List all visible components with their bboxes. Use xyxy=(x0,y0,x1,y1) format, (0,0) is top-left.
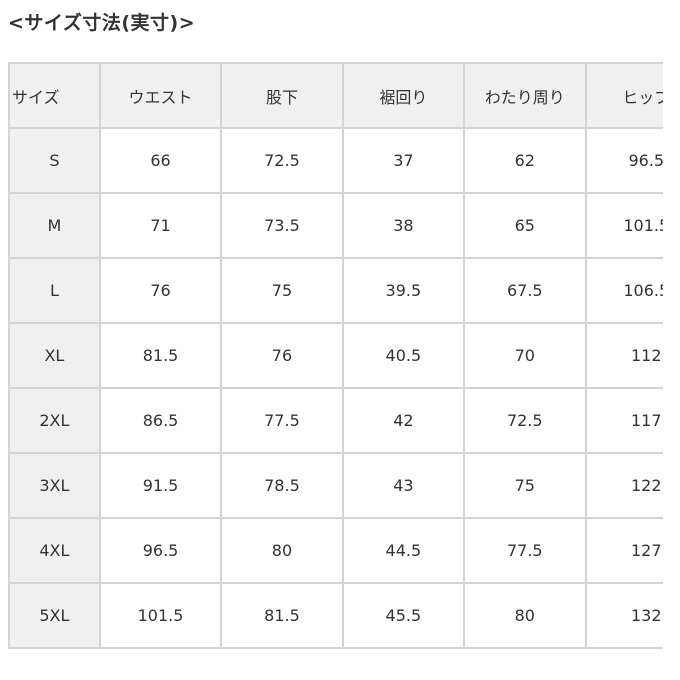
table-header-row: サイズウエスト股下裾回りわたり周りヒップ xyxy=(8,62,663,129)
measurement-cell: 101.5 xyxy=(98,582,223,649)
measurement-cell: 75 xyxy=(463,452,587,519)
column-header: 裾回り xyxy=(341,62,466,129)
measurement-cell: 71 xyxy=(98,192,223,259)
measurement-cell: 67.5 xyxy=(463,257,587,324)
size-label-cell: S xyxy=(8,127,101,194)
measurement-cell: 86.5 xyxy=(98,387,223,454)
measurement-cell: 70 xyxy=(463,322,587,389)
measurement-cell: 72.5 xyxy=(463,387,587,454)
measurement-cell: 132 xyxy=(584,582,663,649)
measurement-cell: 81.5 xyxy=(220,582,344,649)
size-label-cell: 3XL xyxy=(8,452,101,519)
measurement-cell: 91.5 xyxy=(98,452,223,519)
measurement-cell: 65 xyxy=(463,192,587,259)
column-header: ウエスト xyxy=(98,62,223,129)
table-row: 5XL 101.5 81.5 45.5 80 132 xyxy=(8,582,663,649)
measurement-cell: 44.5 xyxy=(341,517,466,584)
measurement-cell: 78.5 xyxy=(220,452,344,519)
measurement-cell: 45.5 xyxy=(341,582,466,649)
measurement-cell: 80 xyxy=(220,517,344,584)
measurement-cell: 38 xyxy=(341,192,466,259)
size-label-cell: 4XL xyxy=(8,517,101,584)
table-row: 4XL 96.5 80 44.5 77.5 127 xyxy=(8,517,663,584)
measurement-cell: 42 xyxy=(341,387,466,454)
measurement-cell: 127 xyxy=(584,517,663,584)
measurement-cell: 43 xyxy=(341,452,466,519)
measurement-cell: 73.5 xyxy=(220,192,344,259)
column-header: 股下 xyxy=(220,62,344,129)
measurement-cell: 62 xyxy=(463,127,587,194)
measurement-cell: 76 xyxy=(220,322,344,389)
column-header: ヒップ xyxy=(584,62,663,129)
table-row: S 66 72.5 37 62 96.5 xyxy=(8,127,663,194)
measurement-cell: 117 xyxy=(584,387,663,454)
measurement-cell: 96.5 xyxy=(584,127,663,194)
measurement-cell: 122 xyxy=(584,452,663,519)
measurement-cell: 106.5 xyxy=(584,257,663,324)
measurement-cell: 81.5 xyxy=(98,322,223,389)
size-label-cell: L xyxy=(8,257,101,324)
measurement-cell: 80 xyxy=(463,582,587,649)
column-header: わたり周り xyxy=(463,62,587,129)
measurement-cell: 77.5 xyxy=(463,517,587,584)
table-row: 2XL 86.5 77.5 42 72.5 117 xyxy=(8,387,663,454)
size-label-cell: 2XL xyxy=(8,387,101,454)
size-table-container: サイズウエスト股下裾回りわたり周りヒップ S6672.5376296.5M717… xyxy=(8,62,663,649)
size-label-cell: 5XL xyxy=(8,582,101,649)
measurement-cell: 101.5 xyxy=(584,192,663,259)
size-label-cell: XL xyxy=(8,322,101,389)
column-header: サイズ xyxy=(8,62,101,129)
measurement-cell: 77.5 xyxy=(220,387,344,454)
measurement-cell: 96.5 xyxy=(98,517,223,584)
page-title: <サイズ寸法(実寸)> xyxy=(8,12,196,34)
measurement-cell: 37 xyxy=(341,127,466,194)
table-row: XL 81.5 76 40.5 70 112 xyxy=(8,322,663,389)
measurement-cell: 75 xyxy=(220,257,344,324)
measurement-cell: 112 xyxy=(584,322,663,389)
measurement-cell: 76 xyxy=(98,257,223,324)
table-row: 3XL 91.5 78.5 43 75 122 xyxy=(8,452,663,519)
measurement-cell: 39.5 xyxy=(341,257,466,324)
measurement-cell: 66 xyxy=(98,127,223,194)
measurement-cell: 72.5 xyxy=(220,127,344,194)
measurement-cell: 40.5 xyxy=(341,322,466,389)
size-label-cell: M xyxy=(8,192,101,259)
size-table: サイズウエスト股下裾回りわたり周りヒップ S6672.5376296.5M717… xyxy=(8,62,663,649)
